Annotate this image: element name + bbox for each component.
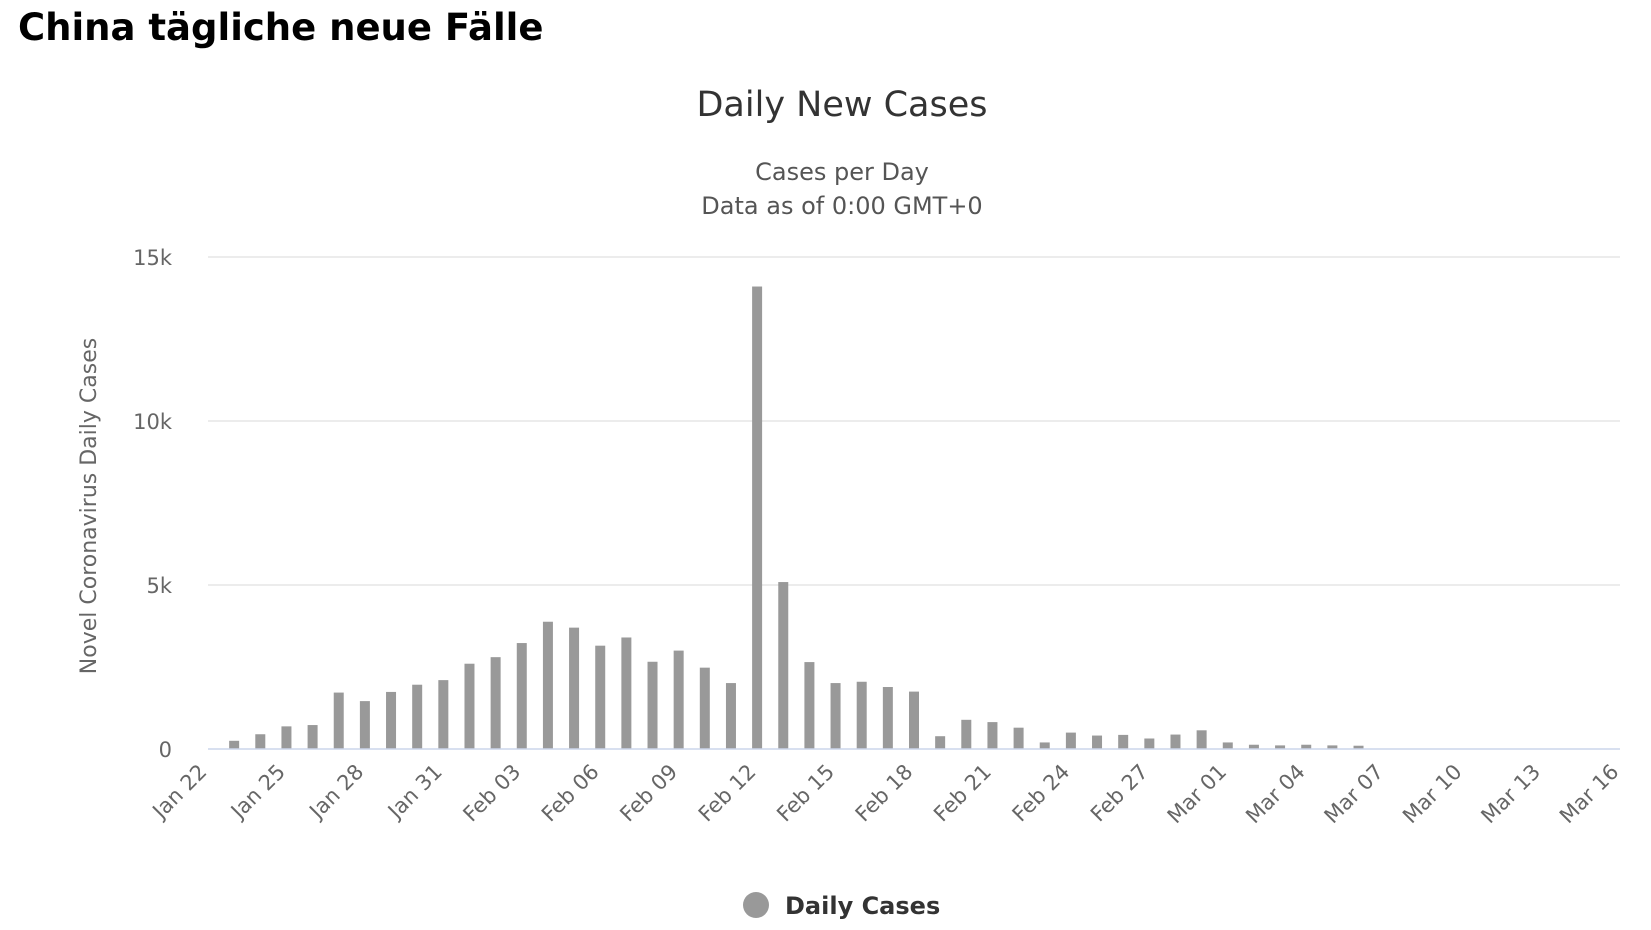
bar[interactable] [935, 736, 946, 749]
bar[interactable] [255, 734, 266, 749]
x-tick-label: Feb 09 [615, 760, 682, 827]
x-tick-label: Feb 21 [929, 760, 996, 827]
bar[interactable] [882, 687, 893, 749]
bar[interactable] [386, 691, 397, 749]
bar[interactable] [516, 643, 527, 749]
bar[interactable] [1222, 742, 1233, 749]
bar[interactable] [1327, 745, 1338, 749]
bar[interactable] [281, 726, 292, 749]
x-tick-label: Feb 27 [1086, 760, 1153, 827]
bar[interactable] [778, 582, 789, 749]
bar[interactable] [1275, 745, 1286, 749]
bar[interactable] [1144, 738, 1155, 749]
page-title: China tägliche neue Fälle [18, 6, 544, 49]
bar[interactable] [1118, 734, 1129, 749]
y-axis-ticks: 0 5k 10k 15k [133, 246, 173, 762]
x-tick-label: Jan 31 [382, 760, 447, 825]
x-tick-label: Feb 15 [772, 760, 839, 827]
x-axis-ticks: Jan 22 Jan 25 Jan 28 Jan 31 Feb 03 Feb 06 Feb … [147, 760, 1624, 829]
bar[interactable] [1248, 744, 1259, 749]
x-tick-label: Feb 24 [1008, 760, 1075, 827]
y-tick-label: 10k [133, 410, 173, 434]
bar[interactable] [1170, 734, 1181, 749]
x-tick-label: Feb 12 [694, 760, 761, 827]
x-tick-label: Mar 13 [1476, 760, 1545, 829]
grid-lines [208, 256, 1620, 586]
x-tick-label: Mar 04 [1241, 760, 1310, 829]
bar[interactable] [804, 662, 815, 749]
x-tick-label: Jan 22 [147, 760, 212, 825]
x-tick-label: Feb 03 [458, 760, 525, 827]
legend[interactable]: Daily Cases [743, 892, 940, 920]
chart-title: Daily New Cases [696, 85, 987, 125]
bar[interactable] [752, 286, 763, 749]
bar[interactable] [699, 667, 710, 749]
x-tick-label: Jan 25 [225, 760, 290, 825]
bar[interactable] [961, 719, 972, 749]
bar[interactable] [830, 683, 841, 749]
x-tick-label: Feb 06 [537, 760, 604, 827]
bar[interactable] [673, 650, 684, 749]
bar[interactable] [621, 637, 632, 749]
y-tick-label: 0 [159, 738, 172, 762]
bar[interactable] [909, 691, 919, 749]
bar[interactable] [333, 692, 344, 749]
bar[interactable] [856, 681, 867, 749]
bar[interactable] [359, 701, 370, 749]
x-tick-label: Mar 07 [1320, 760, 1389, 829]
bar[interactable] [464, 663, 475, 749]
bar[interactable] [438, 680, 449, 749]
bar[interactable] [1092, 735, 1103, 749]
bar[interactable] [412, 684, 423, 749]
chart-subtitle-line-2: Data as of 0:00 GMT+0 [701, 192, 982, 220]
x-tick-label: Feb 18 [851, 760, 918, 827]
bar[interactable] [1353, 745, 1364, 749]
bar[interactable] [647, 661, 658, 749]
bar[interactable] [1013, 727, 1024, 749]
y-tick-label: 15k [133, 246, 173, 270]
bar-series-daily-cases [229, 286, 1364, 749]
bar[interactable] [1039, 742, 1050, 749]
x-tick-label: Mar 01 [1163, 760, 1232, 829]
bar[interactable] [490, 657, 501, 749]
bar[interactable] [725, 683, 736, 749]
bar[interactable] [542, 621, 553, 749]
bar[interactable] [569, 627, 580, 749]
bar[interactable] [1065, 732, 1076, 749]
chart-subtitle-line-1: Cases per Day [755, 158, 929, 186]
legend-label[interactable]: Daily Cases [785, 892, 940, 920]
y-axis-title: Novel Coronavirus Daily Cases [77, 338, 102, 674]
bar[interactable] [595, 645, 606, 749]
bar[interactable] [1196, 730, 1207, 749]
x-tick-label: Jan 28 [304, 760, 369, 825]
bar[interactable] [987, 722, 998, 749]
legend-marker [743, 892, 769, 918]
x-tick-label: Mar 10 [1398, 760, 1467, 829]
y-tick-label: 5k [146, 574, 172, 598]
bar[interactable] [229, 740, 240, 749]
bar[interactable] [1301, 744, 1312, 749]
x-tick-label: Mar 16 [1555, 760, 1624, 829]
bar[interactable] [307, 725, 318, 749]
